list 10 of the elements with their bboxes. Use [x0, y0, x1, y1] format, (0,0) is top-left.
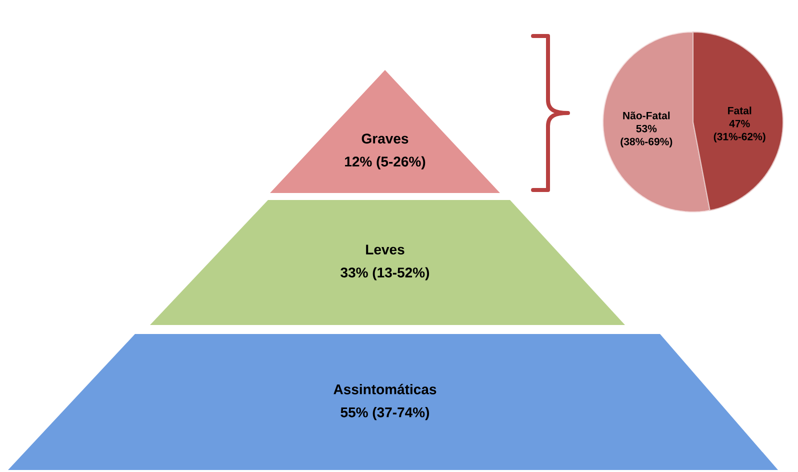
text: 55% (37-74%) — [340, 407, 430, 420]
category-label: Graves — [362, 134, 408, 144]
data-label: 53% (38%-69%) — [620, 124, 672, 148]
category-label: Leves — [366, 244, 404, 255]
data-label: 47% (31%-62%) — [714, 120, 766, 142]
slice-label: Não-Fatal — [623, 112, 670, 120]
text: 33% (13-52%) — [340, 267, 430, 280]
category-label: Assintomáticas — [334, 384, 436, 394]
slice-label: Fatal — [728, 106, 752, 114]
text: 12% (5-26%) — [345, 156, 426, 170]
